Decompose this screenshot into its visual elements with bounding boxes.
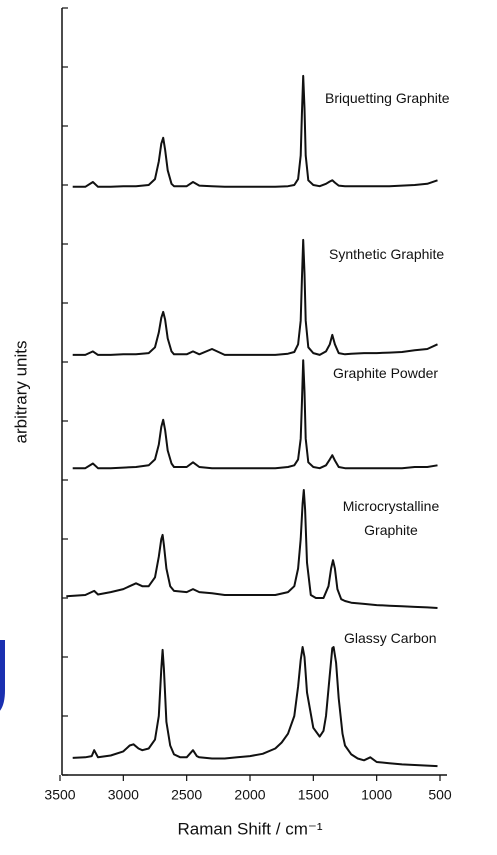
x-tick-label: 1500: [298, 787, 329, 803]
x-tick-label: 3000: [108, 787, 139, 803]
x-tick-label: 2000: [234, 787, 265, 803]
series-label: Briquetting Graphite: [325, 90, 450, 106]
x-tick-label: 2500: [171, 787, 202, 803]
edge-artifact: [0, 640, 5, 711]
series-label: Synthetic Graphite: [329, 246, 445, 262]
x-tick-label: 3500: [44, 787, 75, 803]
spectrum-line: [66, 489, 438, 609]
y-axis-label: arbitrary units: [11, 341, 30, 444]
series-label: Microcrystalline Graphite: [342, 498, 440, 538]
spectrum-line: [72, 359, 438, 470]
x-tick-label: 1000: [361, 787, 392, 803]
spectrum-line: [72, 74, 438, 188]
spectrum-line: [72, 238, 438, 356]
series-label: Graphite Powder: [333, 365, 439, 381]
spectrum-line: [72, 646, 438, 768]
x-axis-label: Raman Shift / cm⁻¹: [177, 819, 322, 838]
series-label: Glassy Carbon: [344, 630, 437, 646]
x-tick-label: 500: [428, 787, 452, 803]
